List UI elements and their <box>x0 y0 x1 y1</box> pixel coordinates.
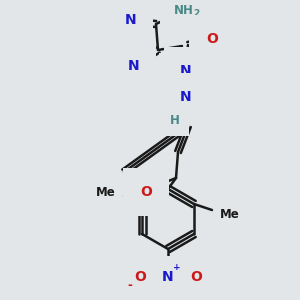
Text: O: O <box>190 270 202 284</box>
Text: N: N <box>180 90 192 104</box>
Text: N: N <box>125 13 137 27</box>
Text: Me: Me <box>220 208 240 220</box>
Text: -: - <box>128 278 132 292</box>
Text: NH: NH <box>174 4 194 16</box>
Text: O: O <box>140 185 152 199</box>
Text: N: N <box>128 59 140 73</box>
Text: H: H <box>170 113 180 127</box>
Text: 2: 2 <box>193 10 199 19</box>
Text: O: O <box>134 270 146 284</box>
Text: O: O <box>206 32 218 46</box>
Text: Me: Me <box>96 185 116 199</box>
Text: O: O <box>109 32 121 46</box>
Text: N: N <box>180 64 192 78</box>
Text: +: + <box>173 263 181 272</box>
Text: N: N <box>162 270 174 284</box>
Text: H: H <box>168 62 178 76</box>
